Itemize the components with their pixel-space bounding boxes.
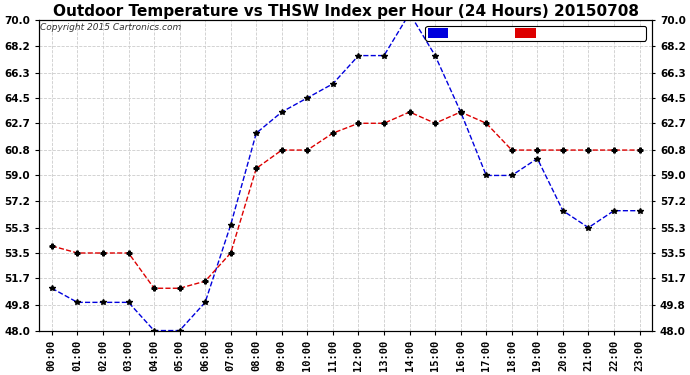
Text: Copyright 2015 Cartronics.com: Copyright 2015 Cartronics.com bbox=[40, 23, 181, 32]
Title: Outdoor Temperature vs THSW Index per Hour (24 Hours) 20150708: Outdoor Temperature vs THSW Index per Ho… bbox=[52, 4, 639, 19]
Legend: THSW  (°F), Temperature  (°F): THSW (°F), Temperature (°F) bbox=[426, 26, 646, 40]
